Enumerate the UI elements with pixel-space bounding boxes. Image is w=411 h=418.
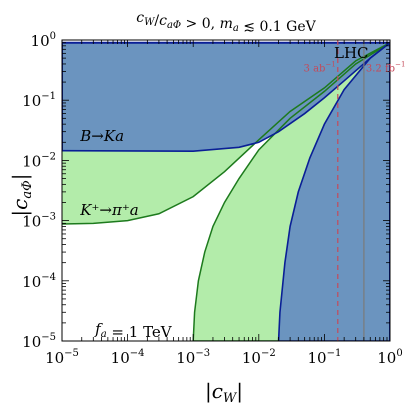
- x-tick-label: 10−4: [111, 348, 145, 367]
- b-ka-region-top: [62, 42, 390, 152]
- regions-layer: [62, 41, 390, 341]
- k-pia-region: [62, 42, 390, 224]
- x-tick-label: 10−3: [176, 348, 210, 367]
- y-axis-label: |caΦ|: [8, 173, 35, 216]
- ticks-layer: [61, 39, 391, 342]
- x-tick-label: 10−5: [45, 348, 79, 367]
- k-pia-region-right: [193, 42, 390, 341]
- x-tick-labels: 10−5 10−4 10−3 10−2 10−1 100: [45, 348, 403, 367]
- y-tick-label: 10−5: [22, 332, 56, 351]
- plot-frame: [61, 39, 391, 342]
- b-ka-right-curve: [277, 42, 390, 341]
- y-tick-label: 100: [31, 31, 56, 50]
- lhc-line-label-0: 3 ab−1: [304, 60, 336, 74]
- y-tick-label: 10−1: [22, 91, 56, 110]
- annotation-b_ka: B→Ka: [79, 127, 124, 145]
- x-tick-label: 10−2: [242, 348, 276, 367]
- annotation-lhc: LHC: [334, 44, 369, 62]
- b-ka-lower-curve: [62, 42, 390, 153]
- x-tick-label: 10−1: [307, 348, 341, 367]
- annotations-layer: LHC B→Ka K⁺→π⁺a fa = 1 TeV 3 ab−1 3.2 fb−1: [79, 44, 405, 341]
- x-tick-label: 100: [377, 348, 402, 367]
- vlines-layer: [337, 40, 365, 341]
- y-tick-labels: 10−5 10−4 10−3 10−2 10−1 100: [22, 31, 56, 351]
- k-pia-right-curve: [192, 42, 390, 341]
- b-ka-boundary: [62, 41, 390, 341]
- b-ka-region-right: [278, 42, 390, 341]
- k-pia-lower-curve: [62, 42, 390, 225]
- chart-title: cW/caΦ > 0, ma ≲ 0.1 GeV: [136, 10, 316, 35]
- x-axis-label: |cW|: [205, 379, 243, 406]
- lhc-line-label-1: 3.2 fb−1: [366, 60, 406, 74]
- y-tick-label: 10−2: [22, 151, 56, 170]
- annotation-k_pia: K⁺→π⁺a: [79, 201, 138, 219]
- y-tick-label: 10−4: [22, 272, 56, 291]
- annotation-fa: fa = 1 TeV: [94, 320, 173, 341]
- y-tick-label: 10−3: [22, 212, 56, 231]
